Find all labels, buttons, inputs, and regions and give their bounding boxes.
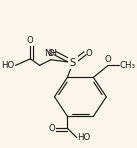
Text: NH: NH xyxy=(44,49,57,58)
Text: CH₃: CH₃ xyxy=(119,61,135,70)
Text: O: O xyxy=(86,49,93,58)
Text: O: O xyxy=(49,124,55,133)
Text: S: S xyxy=(70,58,76,67)
Text: O: O xyxy=(48,49,55,58)
Text: O: O xyxy=(105,55,112,64)
Text: O: O xyxy=(26,36,33,45)
Text: HO: HO xyxy=(1,61,15,70)
Text: HO: HO xyxy=(78,133,91,142)
